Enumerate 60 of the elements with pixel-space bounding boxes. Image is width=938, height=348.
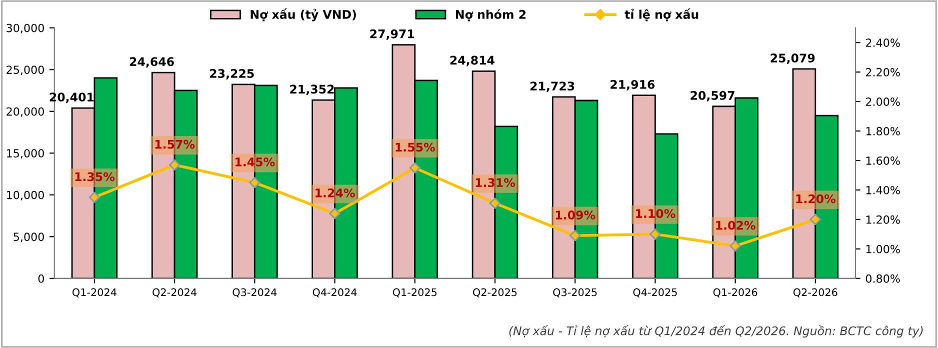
data-label: 1.10% xyxy=(636,209,676,218)
y2-tick-label: 1.20% xyxy=(866,215,900,224)
y2-tick-label: 2.00% xyxy=(866,98,900,106)
x-tick-label: Q2-2025 xyxy=(473,288,517,298)
data-label: 23,225 xyxy=(210,69,254,80)
data-label: 1.02% xyxy=(716,220,756,230)
data-label: 1.57% xyxy=(155,140,195,149)
y-tick-label: 15,000 xyxy=(7,149,44,159)
data-label: 25,079 xyxy=(770,54,815,64)
x-tick-label: Q3-2024 xyxy=(232,288,277,298)
point xyxy=(730,240,741,252)
data-label: 27,971 xyxy=(370,29,414,40)
point xyxy=(329,208,340,220)
data-label: 21,723 xyxy=(530,82,574,92)
y2-tick-label: 2.40% xyxy=(866,38,900,47)
x-tick-label: Q4-2025 xyxy=(633,288,677,298)
point xyxy=(810,214,822,226)
y-tick-label: 10,000 xyxy=(7,190,44,200)
data-label: 1.35% xyxy=(75,172,115,182)
y-tick-label: 30,000 xyxy=(6,24,44,34)
y2-tick-label: 0.80% xyxy=(866,274,900,283)
y2-tick-label: 1.60% xyxy=(866,156,900,165)
x-tick-label: Q1-2025 xyxy=(392,288,437,298)
legend-label: Nợ xấu (tỷ VND) xyxy=(250,8,356,22)
data-label: 20,597 xyxy=(690,90,734,102)
point xyxy=(88,192,100,203)
y-tick-label: 5,000 xyxy=(14,232,44,242)
data-label: 1.09% xyxy=(556,210,596,220)
point xyxy=(650,228,661,240)
point xyxy=(569,230,581,242)
x-tick-label: Q1-2026 xyxy=(713,288,758,298)
data-label: 1.20% xyxy=(796,194,836,204)
data-label: 1.45% xyxy=(236,157,275,166)
point xyxy=(409,162,420,174)
data-label: 20,401 xyxy=(50,92,94,104)
text: (Nợ xấu - Tỉ lệ nợ xấu từ Q1/2024 đến Q2/2026. Nguồn: BCTC công ty) xyxy=(509,325,923,338)
data-label: 21,352 xyxy=(290,84,334,96)
legend-label: Nợ nhóm 2 xyxy=(456,9,526,22)
y-tick-label: 25,000 xyxy=(6,66,44,76)
y-tick-label: 20,000 xyxy=(6,107,44,117)
y2-tick-label: 1.40% xyxy=(866,186,900,194)
x-tick-label: Q3-2025 xyxy=(553,288,597,298)
x-tick-label: Q2-2024 xyxy=(152,288,197,298)
data-label: 1.31% xyxy=(476,178,516,188)
y2-tick-label: 1.80% xyxy=(866,126,900,136)
data-label: 24,814 xyxy=(450,56,494,66)
y-tick-label: 0 xyxy=(38,274,44,283)
point xyxy=(168,159,180,171)
data-label: 1.24% xyxy=(316,188,355,198)
x-tick-label: Q1-2024 xyxy=(72,288,116,298)
point xyxy=(489,198,501,209)
point xyxy=(249,176,260,188)
x-tick-label: Q2-2026 xyxy=(793,288,838,298)
data-label: 21,916 xyxy=(610,80,655,90)
y2-tick-label: 1.00% xyxy=(866,244,900,254)
data-label: 24,646 xyxy=(130,57,174,68)
y2-tick-label: 2.20% xyxy=(866,68,900,76)
data-label: 1.55% xyxy=(396,142,435,152)
legend-label: tỉ lệ nợ xấu xyxy=(624,8,698,22)
x-tick-label: Q4-2024 xyxy=(312,288,357,298)
